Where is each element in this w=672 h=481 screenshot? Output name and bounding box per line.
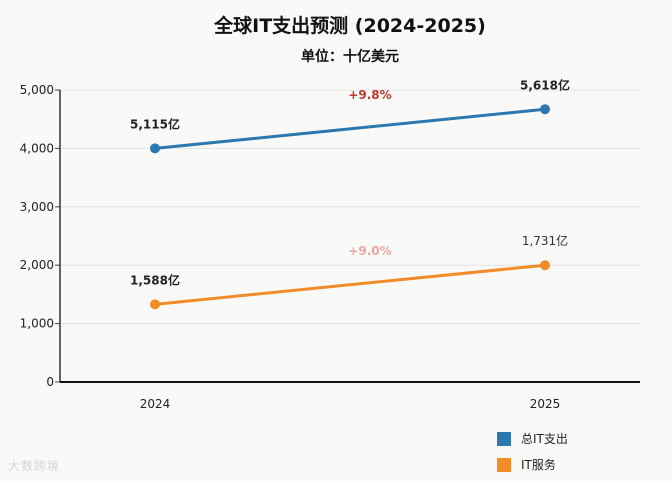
growth-label: +9.0% <box>348 244 391 258</box>
legend-swatch <box>497 458 511 472</box>
y-tick-label: 4,000 <box>20 141 54 155</box>
watermark: 大数跨境 <box>8 459 61 473</box>
chart-subtitle: 单位：十亿美元 <box>301 48 399 65</box>
series-line <box>154 263 546 306</box>
x-axis: 2024 2025 <box>60 381 640 411</box>
data-point <box>150 299 160 310</box>
legend-label: 总IT支出 <box>521 432 568 446</box>
data-label: 1,731亿 <box>522 233 568 248</box>
data-point <box>540 104 550 115</box>
legend: 总IT支出 IT服务 <box>497 432 568 472</box>
growth-label: +9.8% <box>348 88 391 102</box>
x-tick-label: 2025 <box>530 397 561 411</box>
y-tick-label: 2,000 <box>20 258 54 272</box>
series-group: 5,115亿 5,618亿 +9.8% 1,588亿 1,731亿 +9.0% <box>130 77 570 310</box>
x-tick-label: 2024 <box>140 397 171 411</box>
series-line <box>154 107 546 150</box>
y-tick-label: 0 <box>46 375 54 389</box>
data-label: 5,115亿 <box>130 116 180 131</box>
legend-label: IT服务 <box>521 457 556 472</box>
y-tick-label: 5,000 <box>20 83 54 97</box>
y-axis: 0 1,000 2,000 3,000 4,000 5,000 <box>20 83 61 389</box>
legend-swatch <box>497 432 511 446</box>
data-label: 5,618亿 <box>520 77 570 92</box>
data-point <box>540 260 550 271</box>
data-label: 1,588亿 <box>130 272 180 287</box>
chart-title: 全球IT支出预测 (2024-2025) <box>213 14 486 37</box>
y-tick-label: 3,000 <box>20 200 54 214</box>
y-tick-label: 1,000 <box>20 317 54 331</box>
data-point <box>150 143 160 154</box>
